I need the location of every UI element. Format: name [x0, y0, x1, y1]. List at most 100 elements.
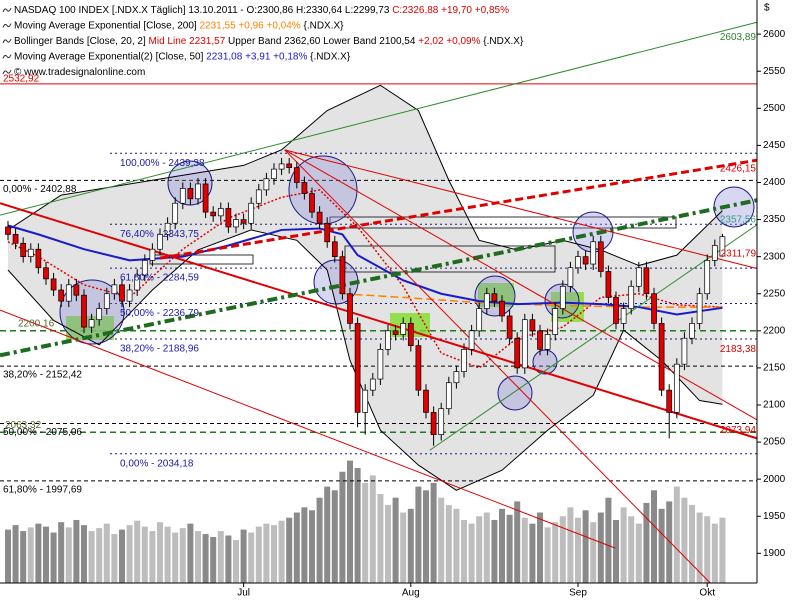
- volume-bar: [453, 508, 460, 583]
- volume-bar: [202, 534, 209, 583]
- candle-body: [202, 183, 209, 213]
- candle-body: [210, 211, 217, 217]
- candle-body: [271, 168, 277, 180]
- y-tick-label: 2300: [763, 251, 786, 262]
- y-tick-label: 2150: [763, 363, 786, 374]
- support-label: 2063,32: [5, 420, 42, 431]
- legend-text: 2231,55 +0,96 +0,04%: [200, 20, 301, 31]
- volume-bar: [468, 523, 475, 583]
- volume-bar: [597, 512, 604, 583]
- volume-bar: [27, 527, 34, 583]
- fib-label: 0,00% - 2034,18: [120, 458, 194, 469]
- candle-body: [233, 219, 239, 228]
- volume-bar: [65, 527, 72, 583]
- line-end-label: 2073,94: [720, 425, 757, 436]
- candle-body: [240, 219, 247, 224]
- volume-bar: [194, 531, 201, 583]
- volume-bar: [35, 523, 42, 583]
- candle-body: [468, 330, 475, 350]
- volume-bar: [156, 522, 163, 583]
- volume-bar: [651, 490, 658, 583]
- candle-body: [689, 323, 695, 339]
- volume-bar: [80, 525, 87, 583]
- volume-bar: [134, 520, 141, 583]
- candle-body: [529, 319, 536, 332]
- candle-body: [445, 382, 452, 410]
- candle-body: [347, 293, 353, 324]
- volume-bar: [506, 514, 513, 583]
- volume-bar: [217, 531, 224, 583]
- volume-bar: [172, 532, 179, 583]
- volume-bar: [666, 501, 673, 583]
- volume-bar: [696, 512, 703, 583]
- candle-body: [711, 245, 718, 261]
- candle-body: [217, 208, 224, 217]
- marker-circle: [713, 186, 755, 228]
- volume-bar: [514, 501, 521, 583]
- volume-bar: [377, 493, 384, 583]
- volume-bar: [392, 497, 399, 583]
- candle-body: [681, 337, 688, 365]
- volume-bar: [552, 522, 559, 583]
- marker-circle: [288, 155, 358, 225]
- volume-layer: [4, 460, 726, 583]
- volume-bar: [88, 531, 95, 583]
- volume-bar: [187, 523, 194, 583]
- volume-bar: [248, 532, 255, 583]
- candle-body: [157, 234, 163, 250]
- trend-line: [0, 21, 758, 216]
- candle-body: [461, 349, 467, 372]
- line-end-label: 2426,15: [720, 164, 757, 175]
- candle-layer: [5, 157, 726, 446]
- volume-bar: [225, 535, 232, 583]
- candle-body: [278, 163, 285, 170]
- candle-body: [438, 408, 445, 436]
- volume-bar: [111, 534, 118, 583]
- legend-icon: [2, 54, 12, 59]
- candle-body: [179, 188, 186, 204]
- volume-bar: [339, 471, 346, 583]
- volume-bar: [582, 510, 589, 583]
- candle-body: [43, 267, 49, 280]
- candle-body: [620, 308, 627, 324]
- candle-body: [96, 308, 103, 321]
- candle-body: [491, 293, 498, 302]
- volume-bar: [628, 516, 635, 583]
- candle-body: [164, 222, 171, 235]
- x-tick-label: Okt: [699, 588, 715, 599]
- candle-body: [248, 202, 255, 224]
- candle-body: [339, 256, 346, 295]
- fib-label: 50,00% - 2236,79: [120, 308, 199, 319]
- candle-body: [643, 267, 650, 295]
- candle-body: [559, 285, 566, 309]
- y-tick-label: 2200: [763, 325, 786, 336]
- candle-body: [119, 284, 125, 302]
- candle-body: [309, 193, 315, 213]
- y-tick-label: 2050: [763, 437, 786, 448]
- candle-body: [666, 389, 673, 413]
- candle-body: [301, 182, 308, 194]
- candle-body: [35, 248, 42, 269]
- trend-line: [284, 149, 711, 584]
- trend-line: [0, 309, 616, 549]
- candle-body: [628, 285, 635, 309]
- legend-text: 2231,08 +3,91 +0,18%: [206, 51, 307, 62]
- marker-circle: [497, 375, 533, 411]
- candle-body: [172, 202, 179, 224]
- legend-text: © www.tradesignalonline.com: [14, 67, 145, 78]
- volume-bar: [689, 505, 696, 583]
- volume-bar: [605, 497, 612, 583]
- candle-body: [423, 389, 429, 413]
- legend-text: C:2326,88 +19,70 +0,85%: [392, 5, 509, 16]
- candle-body: [126, 289, 133, 302]
- candle-body: [187, 188, 194, 200]
- volume-bar: [118, 529, 125, 583]
- volume-bar: [529, 523, 536, 583]
- candle-body: [499, 300, 505, 317]
- candle-body: [407, 323, 414, 346]
- volume-bar: [423, 490, 430, 583]
- candle-body: [483, 293, 490, 309]
